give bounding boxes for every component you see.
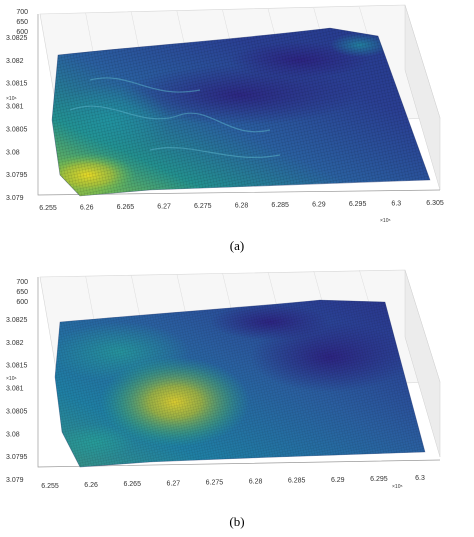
x-tick-label: 6.28 <box>235 203 249 210</box>
z-tick-label: 600 <box>16 29 28 36</box>
panel-label-a: (a) <box>229 238 245 253</box>
axis-frame-b <box>37 277 441 468</box>
z-tick-label: 600 <box>16 299 28 306</box>
surface-wire-a <box>52 28 430 196</box>
surface-outline-b <box>54 299 426 468</box>
surface-ridgelines-a <box>69 77 281 159</box>
x-tick-label: 6.295 <box>349 201 367 208</box>
x-tick-label: 6.29 <box>312 202 326 209</box>
surface-wire-b <box>55 300 425 467</box>
surface-mesh-b <box>55 300 425 467</box>
x-axis-ticks-a: 6.255 6.26 6.265 6.27 6.275 6.28 6.285 6.29 6.29… <box>39 200 444 212</box>
x-tick-label: 6.255 <box>39 205 57 212</box>
y-tick-label: 3.079 <box>6 477 24 484</box>
surface-mesh-a <box>52 28 430 196</box>
x-axis-ticks-b: 6.255 6.26 6.265 6.27 6.275 6.28 6.285 6.29 6.29… <box>41 475 425 490</box>
y-tick-label: 3.0815 <box>6 81 28 88</box>
x-tick-label: 6.3 <box>415 475 425 482</box>
x-tick-label: 6.26 <box>84 482 98 489</box>
y-axis-ticks-a: 3.079 3.0795 3.08 3.0805 3.081 3.0815 3.082 3.0… <box>6 35 28 202</box>
z-axis-ticks-b: 600 650 700 <box>16 279 28 306</box>
y-tick-label: 3.081 <box>6 386 24 393</box>
x-tick-label: 6.26 <box>80 205 94 212</box>
x-exponent-b: ×10⁵ <box>392 484 403 490</box>
z-axis-ticks-a: 600 650 700 <box>16 9 28 36</box>
x-tick-label: 6.28 <box>249 479 263 486</box>
y-axis-ticks-b: 3.079 3.0795 3.08 3.0805 3.081 3.0815 3.082 3.0… <box>6 317 28 484</box>
x-tick-label: 6.295 <box>370 476 388 483</box>
x-tick-label: 6.285 <box>288 478 306 485</box>
x-tick-label: 6.305 <box>426 200 444 207</box>
x-tick-label: 6.265 <box>117 204 135 211</box>
x-tick-label: 6.3 <box>391 201 401 208</box>
x-tick-label: 6.27 <box>167 480 181 487</box>
y-exponent-a: ×10⁶ <box>6 96 17 102</box>
z-tick-label: 700 <box>16 279 28 286</box>
y-tick-label: 3.0825 <box>6 317 28 324</box>
surface-plot-a-svg: 6.255 6.26 6.265 6.27 6.275 6.28 6.285 6.29 6.29… <box>6 4 444 224</box>
x-tick-label: 6.27 <box>157 204 171 211</box>
x-tick-label: 6.275 <box>194 203 212 210</box>
z-tick-label: 650 <box>16 289 28 296</box>
y-tick-label: 3.08 <box>6 431 20 438</box>
z-tick-label: 650 <box>16 19 28 26</box>
y-tick-label: 3.08 <box>6 149 20 156</box>
x-tick-label: 6.285 <box>271 202 289 209</box>
surface-outline-a <box>51 27 431 197</box>
y-tick-label: 3.079 <box>6 195 24 202</box>
surface-plot-b-svg: 6.255 6.26 6.265 6.27 6.275 6.28 6.285 6.29 6.29… <box>6 269 441 490</box>
axis-frame-a <box>37 14 441 196</box>
x-tick-label: 6.29 <box>331 477 345 484</box>
surface-plot-b: 6.255 6.26 6.265 6.27 6.275 6.28 6.285 6.29 6.29… <box>0 262 474 507</box>
x-tick-label: 6.265 <box>123 481 141 488</box>
x-tick-label: 6.255 <box>41 483 59 490</box>
y-tick-label: 3.082 <box>6 58 24 65</box>
y-tick-label: 3.0795 <box>6 454 28 461</box>
side-wall-b <box>404 269 441 458</box>
y-tick-label: 3.0815 <box>6 363 28 370</box>
y-tick-label: 3.0795 <box>6 172 28 179</box>
surface-plot-a: 6.255 6.26 6.265 6.27 6.275 6.28 6.285 6.29 6.29… <box>0 0 474 235</box>
y-tick-label: 3.0825 <box>6 35 28 42</box>
y-tick-label: 3.0805 <box>6 408 28 415</box>
z-tick-label: 700 <box>16 9 28 16</box>
x-exponent-a: ×10⁵ <box>380 218 391 224</box>
y-tick-label: 3.0805 <box>6 126 28 133</box>
panel-label-b: (b) <box>229 514 245 529</box>
y-tick-label: 3.082 <box>6 340 24 347</box>
y-exponent-b: ×10⁶ <box>6 376 17 382</box>
y-tick-label: 3.081 <box>6 104 24 111</box>
x-tick-label: 6.275 <box>206 479 224 486</box>
